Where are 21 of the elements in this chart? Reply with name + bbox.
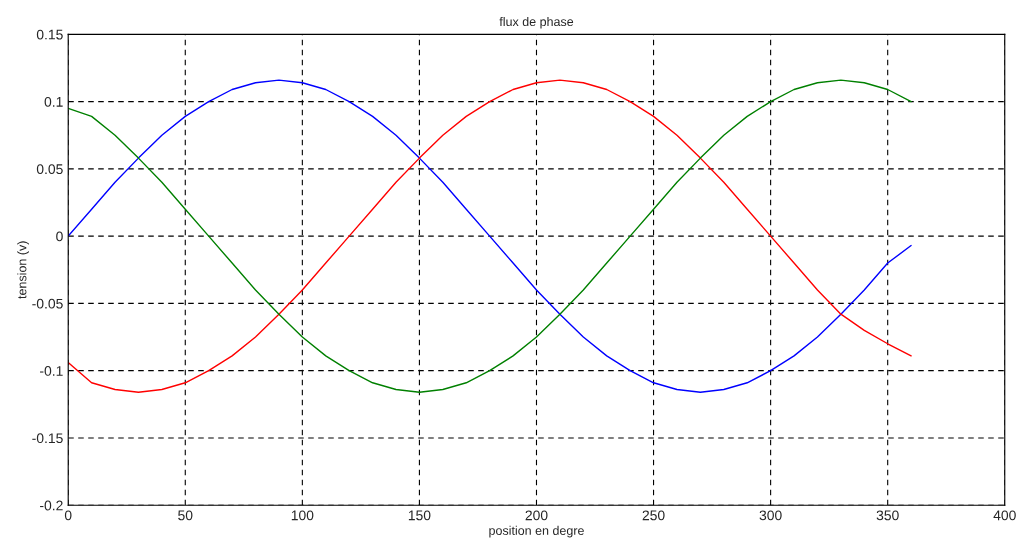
y-tick-label: 0.15 — [36, 29, 63, 40]
x-axis-title: position en degre — [489, 525, 584, 538]
y-axis-title: tension (v) — [17, 241, 29, 299]
chart-title: flux de phase — [499, 16, 574, 29]
y-tick-label: 0.05 — [36, 164, 63, 175]
y-tick-label: -0.1 — [40, 366, 63, 376]
x-tick-label: 150 — [408, 510, 431, 521]
x-tick-label: 400 — [993, 510, 1016, 521]
x-tick-label: 200 — [525, 510, 548, 521]
x-tick-label: 50 — [178, 510, 193, 521]
x-tick-label: 250 — [642, 510, 665, 521]
x-tick-label: 350 — [876, 510, 899, 521]
y-tick-label: 0.1 — [44, 96, 63, 107]
x-tick-label: 300 — [759, 510, 782, 521]
y-tick-label: -0.05 — [32, 298, 63, 309]
y-tick-label: -0.15 — [32, 433, 63, 444]
x-tick-label: 100 — [291, 510, 314, 521]
line-series — [68, 79, 912, 393]
y-tick-label: -0.2 — [40, 500, 63, 511]
y-tick-label: 0 — [56, 231, 63, 242]
x-tick-label: 0 — [64, 510, 72, 521]
